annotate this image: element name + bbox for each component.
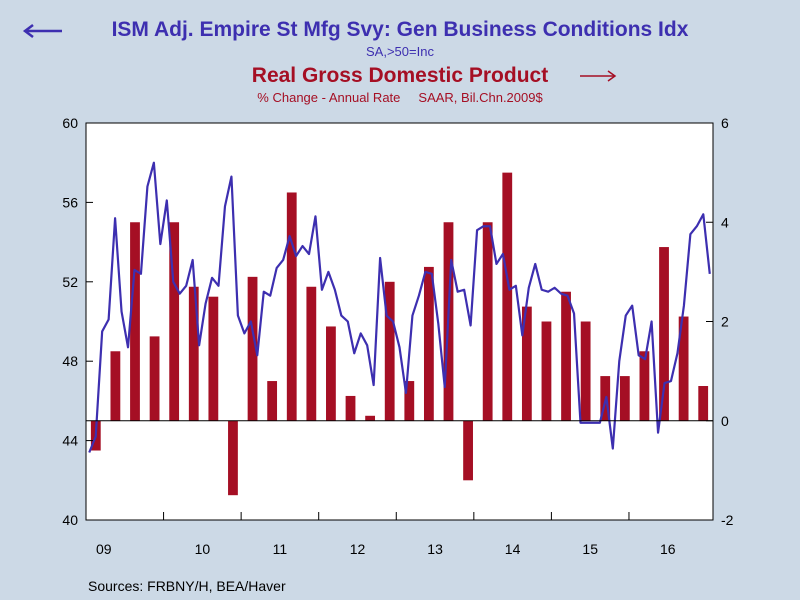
gdp-bar xyxy=(541,321,552,421)
right-series-subtitle: % Change - Annual Rate SAAR, Bil.Chn.2009… xyxy=(0,90,800,105)
empire-state-line xyxy=(88,161,711,453)
right-axis-tick-label: 4 xyxy=(721,214,729,230)
gdp-bar xyxy=(561,291,571,421)
x-axis-tick-label: 12 xyxy=(350,541,366,557)
right-axis-tick-label: -2 xyxy=(721,512,734,528)
gdp-bar xyxy=(267,381,278,421)
left-axis-tick-label: 56 xyxy=(62,194,78,210)
chart-title-left-series: ISM Adj. Empire St Mfg Svy: Gen Business… xyxy=(111,18,689,41)
gdp-bar xyxy=(306,286,317,421)
right-axis-tick-label: 0 xyxy=(721,413,729,429)
gdp-bar xyxy=(247,276,258,421)
gdp-bar xyxy=(423,266,434,421)
gdp-bar xyxy=(521,306,532,421)
gdp-bar xyxy=(678,316,689,421)
gdp-bar xyxy=(463,420,473,481)
chart-title-right-series: Real Gross Domestic Product xyxy=(251,64,549,87)
gdp-bar xyxy=(228,420,238,496)
right-axis-tick-label: 2 xyxy=(721,314,729,330)
left-axis-tick-label: 60 xyxy=(62,115,78,131)
gdp-bar xyxy=(149,336,160,421)
gdp-bar xyxy=(326,326,336,421)
x-axis-tick-label: 11 xyxy=(273,541,288,557)
gdp-bar xyxy=(659,247,669,421)
x-axis-tick-label: 13 xyxy=(427,541,443,557)
gdp-bar xyxy=(502,172,513,421)
left-series-subtitle: SA,>50=Inc xyxy=(366,44,434,59)
gdp-bar xyxy=(208,296,219,421)
x-axis-tick-label: 15 xyxy=(582,541,598,557)
right-series-subtitle-text: % Change - Annual Rate xyxy=(257,90,401,105)
x-axis-tick-label: 14 xyxy=(505,541,521,557)
right-axis-tick-label: 6 xyxy=(721,115,729,131)
gdp-bar xyxy=(345,395,356,421)
gdp-bar xyxy=(482,222,493,421)
x-axis-tick-label: 09 xyxy=(96,541,112,557)
left-axis-tick-label: 40 xyxy=(62,512,78,528)
gdp-bar xyxy=(639,351,650,421)
gdp-bar xyxy=(619,376,630,421)
left-axis-arrow-icon xyxy=(22,24,62,38)
gdp-bar xyxy=(188,286,199,421)
gdp-bar xyxy=(404,381,415,421)
gdp-bar xyxy=(580,321,591,421)
gdp-bar xyxy=(698,386,709,421)
gdp-bar xyxy=(169,222,180,421)
right-axis-arrow-icon xyxy=(580,70,617,82)
right-series-units: SAAR, Bil.Chn.2009$ xyxy=(418,90,543,105)
plot-background xyxy=(85,122,714,521)
gdp-bar xyxy=(365,415,376,421)
source-note: Sources: FRBNY/H, BEA/Haver xyxy=(88,578,286,594)
x-axis-tick-label: 16 xyxy=(660,541,676,557)
left-axis-tick-label: 44 xyxy=(62,433,78,449)
left-axis-tick-label: 48 xyxy=(62,353,78,369)
gdp-bar xyxy=(286,192,297,421)
left-axis-tick-label: 52 xyxy=(62,274,78,290)
gdp-bar xyxy=(110,351,121,421)
gdp-bar xyxy=(384,281,395,421)
gdp-bar xyxy=(130,222,140,421)
x-axis-tick-label: 10 xyxy=(195,541,211,557)
